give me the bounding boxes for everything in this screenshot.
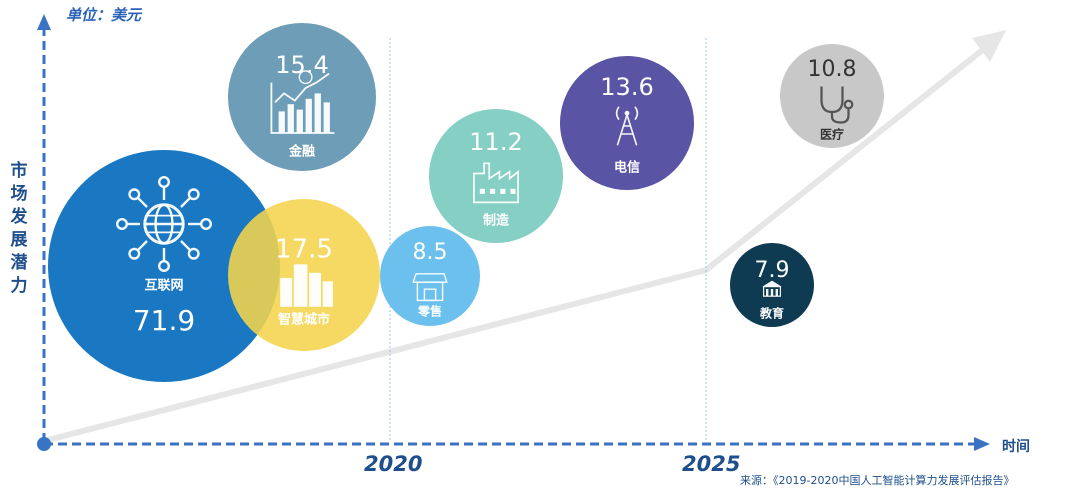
bubble-label: 电信 [614,160,640,176]
factory-icon [473,162,519,204]
y-axis-label: 市场发展潜力 [10,161,28,296]
y-axis-arrow [37,14,51,30]
bubble-circle [380,226,480,326]
x-axis-label: 时间 [1002,439,1030,455]
x-axis-arrow [974,437,990,451]
bubble-circle [48,150,280,382]
x-tick-2025: 2025 [682,452,741,476]
bubble-value: 13.6 [600,73,653,101]
bubble-label: 零售 [417,304,442,319]
bubble-5: 13.6 电信 [560,56,694,190]
city-buildings-icon [280,264,333,307]
axis-origin [37,437,51,451]
globe-network-icon [115,175,213,273]
bar-chart-money-icon [270,70,335,134]
bubble-value: 10.8 [808,57,857,82]
bubble-label: 互联网 [144,279,183,294]
bubble-value: 11.2 [469,128,522,156]
x-tick-2020: 2020 [364,452,423,476]
bubble-3: 8.5 零售 [380,226,480,326]
bubble-circle [429,109,563,243]
signal-tower-icon [615,106,639,146]
source-note: 来源：《2019-2020中国人工智能计算力发展评估报告》 [740,474,1015,487]
bubble-0: 71.9 互联网 [48,150,280,382]
bubble-circle [228,23,376,171]
store-icon [412,273,448,302]
bubble-circle [560,56,694,190]
school-icon [762,280,782,297]
bubble-4: 11.2 制造 [429,109,563,243]
bubble-value: 8.5 [413,240,448,265]
bubble-value: 15.4 [275,51,328,79]
bubble-circle [780,44,884,148]
bubble-value: 17.5 [275,235,333,265]
bubble-label: 智慧城市 [278,312,330,328]
bubble-label: 制造 [483,213,510,229]
bubble-label: 金融 [288,144,315,160]
bubble-1: 15.4 金融 [228,23,376,171]
bubble-value: 71.9 [133,304,195,337]
bubble-7: 7.9 教育 [730,243,814,327]
stethoscope-icon [820,86,854,124]
bubble-2: 17.5 智慧城市 [228,199,380,351]
trend-arrowhead [972,30,1006,62]
unit-label: 单位：美元 [66,6,142,24]
bubble-6: 10.8 医疗 [780,44,884,148]
bubble-value: 7.9 [755,258,790,283]
bubble-label: 教育 [759,306,784,321]
bubble-label: 医疗 [820,127,844,142]
